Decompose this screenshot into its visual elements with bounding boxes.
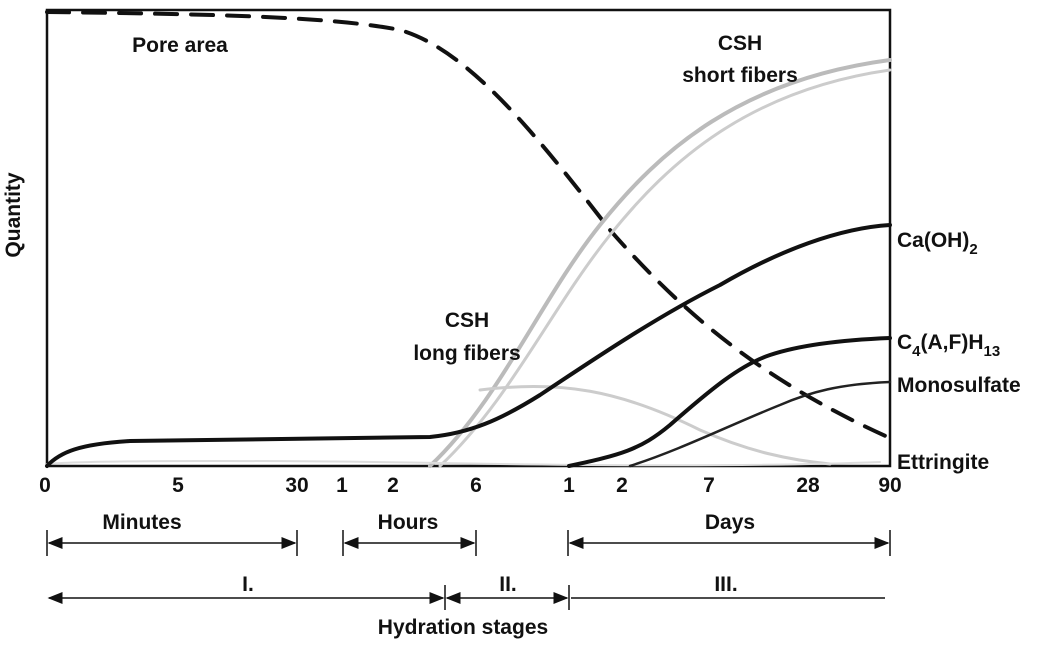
curve-label: Monosulfate: [897, 374, 1021, 397]
tick-label: 90: [878, 474, 901, 497]
curve-label: C4(A,F)H13: [897, 331, 1000, 360]
caoh2-curve: [45, 223, 892, 468]
curve-label: Ca(OH)2: [897, 229, 978, 258]
label-sub: 4: [912, 343, 921, 360]
stage-label: I.: [242, 573, 254, 596]
label-part: C: [897, 331, 912, 354]
c4afh13-curve: [567, 336, 892, 468]
tick-label: 2: [616, 474, 628, 497]
plot-frame: [45, 8, 892, 468]
tick-label: 7: [703, 474, 715, 497]
csh-long-curve: [478, 384, 832, 466]
stage-label: III.: [714, 573, 737, 596]
stage-label: II.: [499, 573, 517, 596]
curve-label: CSH: [445, 309, 489, 332]
tick-label: 5: [172, 474, 184, 497]
curve-label: Ettringite: [897, 451, 989, 474]
tick-label: 0: [39, 474, 51, 497]
ettringite-curve: [46, 460, 881, 467]
curve-label: CSH: [718, 32, 762, 55]
label-part: Ca(OH): [897, 229, 969, 252]
curve-label: long fibers: [413, 342, 520, 365]
tick-label: 1: [563, 474, 575, 497]
csh-short-curve: [438, 68, 892, 468]
tick-label: 1: [336, 474, 348, 497]
curve-label: Pore area: [132, 34, 228, 57]
csh-short-curve: [428, 58, 892, 468]
period-label: Minutes: [102, 511, 181, 534]
y-axis-label: Quantity: [2, 172, 25, 257]
monosulfate-curve: [628, 380, 892, 468]
pore-area-curve: [45, 10, 892, 440]
label-sub: 13: [984, 343, 1001, 360]
tick-label: 28: [796, 474, 820, 497]
stages-title: Hydration stages: [378, 616, 548, 639]
curve-label: short fibers: [682, 64, 798, 87]
period-label: Days: [705, 511, 755, 534]
label-sub: 2: [969, 241, 977, 258]
tick-label: 2: [387, 474, 399, 497]
period-label: Hours: [378, 511, 439, 534]
tick-label: 6: [470, 474, 482, 497]
tick-label: 30: [285, 474, 308, 497]
label-part: (A,F)H: [921, 331, 984, 354]
